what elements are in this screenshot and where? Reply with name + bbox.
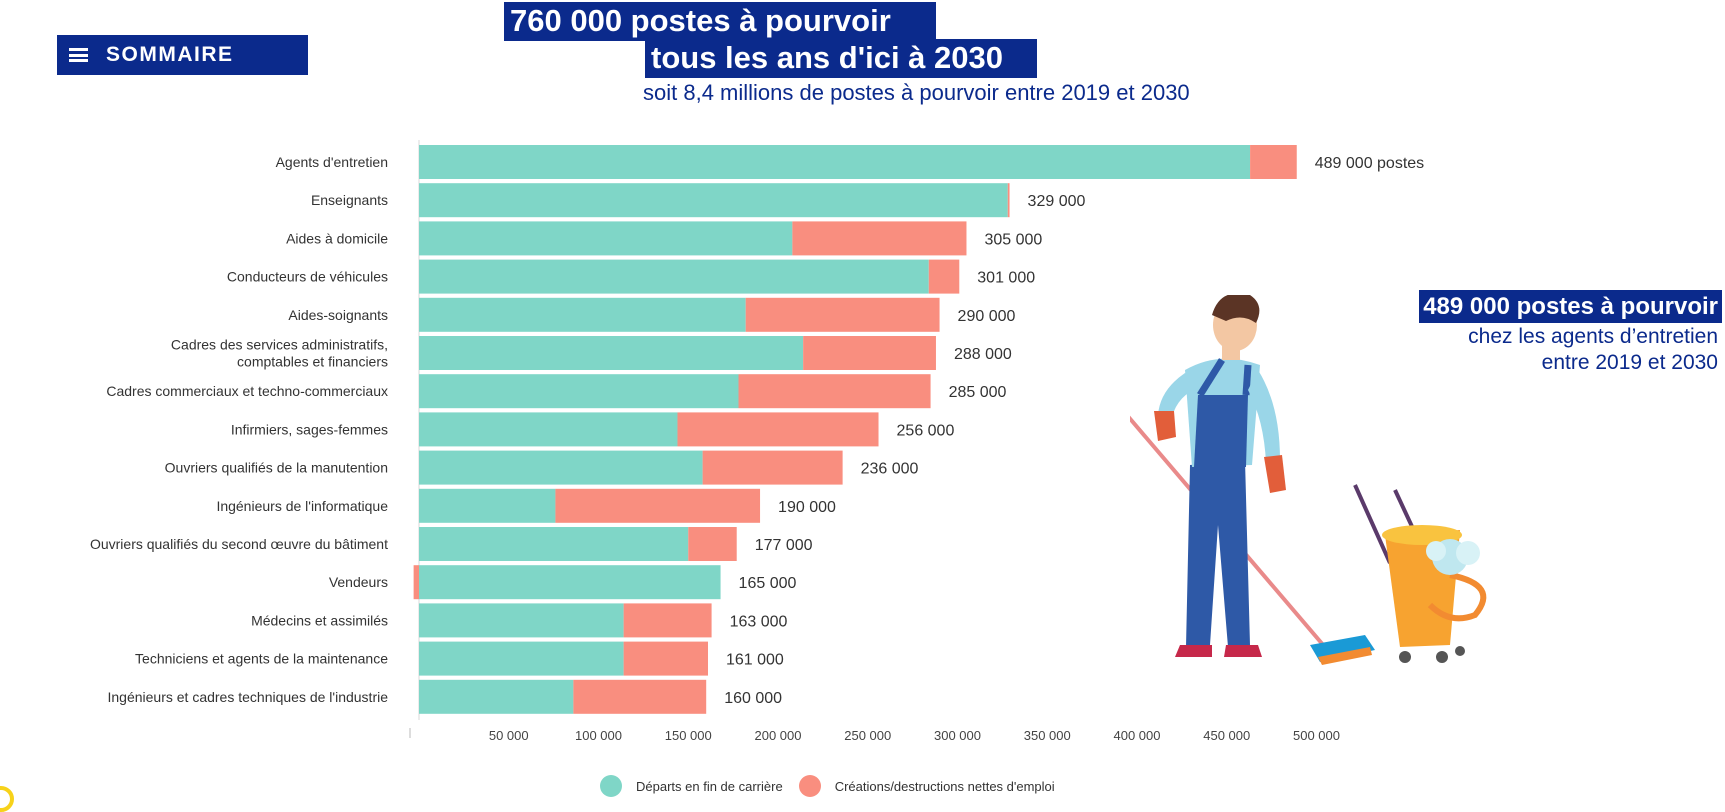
category-label: comptables et financiers [237, 354, 388, 370]
bar-creations [623, 641, 708, 676]
bar-creations [413, 565, 419, 600]
category-label: Cadres commerciaux et techno-commerciaux [106, 383, 388, 399]
bar-creations [555, 488, 761, 523]
bar-creations [573, 679, 707, 714]
category-label: Techniciens et agents de la maintenance [135, 651, 388, 667]
bar-departs [419, 374, 739, 409]
bar-creations [677, 412, 879, 447]
highlight-line-3: entre 2019 et 2030 [1541, 351, 1718, 374]
bar-value-label: 290 000 [958, 308, 1016, 325]
bar-value-label: 165 000 [739, 575, 797, 592]
bar-value-label: 301 000 [977, 270, 1035, 287]
category-label: Vendeurs [329, 574, 388, 590]
bar-value-label: 177 000 [755, 537, 813, 554]
bar-creations [792, 221, 967, 256]
bar-departs [419, 641, 624, 676]
chart-legend: Départs en fin de carrière Créations/des… [600, 775, 1071, 797]
category-label: Aides-soignants [288, 307, 388, 323]
headline-line-2: tous les ans d'ici à 2030 [645, 39, 1037, 78]
legend-swatch-departs [600, 775, 622, 797]
category-label: Ouvriers qualifiés du second œuvre du bâ… [90, 536, 388, 552]
bar-creations [1007, 183, 1010, 218]
x-tick-label: 200 000 [755, 728, 802, 743]
bar-departs [419, 603, 624, 638]
bar-departs [419, 336, 804, 370]
x-tick-label: 100 000 [575, 728, 622, 743]
bar-value-label: 161 000 [726, 652, 784, 669]
bar-value-label: 489 000 postes [1315, 155, 1424, 172]
x-tick-label: 50 000 [489, 728, 529, 743]
category-label: Conducteurs de véhicules [227, 269, 388, 285]
highlight-title: 489 000 postes à pourvoir [1419, 290, 1722, 323]
category-label: Enseignants [311, 192, 388, 208]
sommaire-label: SOMMAIRE [106, 43, 234, 66]
bar-departs [419, 527, 689, 561]
category-label: Médecins et assimilés [251, 612, 388, 628]
bar-value-label: 163 000 [730, 613, 788, 630]
x-tick-label: 250 000 [844, 728, 891, 743]
legend-label-creations: Créations/destructions nettes d'emploi [834, 778, 1055, 794]
bar-departs [419, 221, 793, 256]
x-tick-label: 150 000 [665, 728, 712, 743]
bar-value-label: 285 000 [949, 384, 1007, 401]
x-tick-label: 450 000 [1203, 728, 1250, 743]
bar-creations [688, 527, 737, 561]
sommaire-button[interactable]: SOMMAIRE [57, 35, 308, 75]
legend-item-creations: Créations/destructions nettes d'emploi [798, 775, 1055, 797]
legend-item-departs: Départs en fin de carrière [600, 775, 783, 797]
x-tick-label: 350 000 [1024, 728, 1071, 743]
bar-value-label: 288 000 [954, 346, 1012, 363]
category-label: Ingénieurs de l'informatique [216, 498, 388, 514]
bar-departs [419, 183, 1008, 218]
bar-departs [419, 297, 746, 332]
bar-creations [702, 450, 843, 485]
x-tick-label: 500 000 [1293, 728, 1340, 743]
legend-label-departs: Départs en fin de carrière [636, 778, 783, 794]
bar-creations [928, 259, 960, 294]
menu-icon [69, 48, 88, 62]
bar-value-label: 190 000 [778, 499, 836, 516]
category-label: Agents d'entretien [276, 154, 388, 170]
bar-creations [623, 603, 712, 638]
highlight-line-2: chez les agents d’entretien [1468, 325, 1718, 348]
bar-creations [738, 374, 931, 409]
category-label: Aides à domicile [286, 230, 388, 246]
bar-departs [419, 565, 721, 600]
category-label: Ingénieurs et cadres techniques de l'ind… [107, 689, 388, 705]
category-label: Cadres des services administratifs, [171, 337, 388, 353]
category-label: Infirmiers, sages-femmes [231, 421, 388, 437]
bar-departs [419, 259, 929, 294]
x-tick-label: 400 000 [1114, 728, 1161, 743]
headline-subtitle: soit 8,4 millions de postes à pourvoir e… [643, 80, 1190, 105]
bar-departs [419, 412, 678, 447]
bar-departs [419, 488, 556, 523]
bar-creations [803, 336, 936, 370]
bar-creations [745, 297, 940, 332]
category-label: Ouvriers qualifiés de la manutention [165, 460, 388, 476]
bar-departs [419, 145, 1251, 179]
x-tick-label: 300 000 [934, 728, 981, 743]
bar-value-label: 329 000 [1028, 193, 1086, 210]
bar-value-label: 305 000 [984, 231, 1042, 248]
cleaning-agent-illustration [1130, 295, 1487, 665]
headline-line-1: 760 000 postes à pourvoir [504, 2, 936, 41]
legend-swatch-creations [798, 775, 821, 797]
bar-departs [419, 450, 703, 485]
bar-value-label: 236 000 [861, 461, 919, 478]
bar-creations [1250, 145, 1297, 179]
bar-value-label: 256 000 [897, 422, 955, 439]
bar-value-label: 160 000 [724, 690, 782, 707]
bar-departs [419, 679, 574, 714]
